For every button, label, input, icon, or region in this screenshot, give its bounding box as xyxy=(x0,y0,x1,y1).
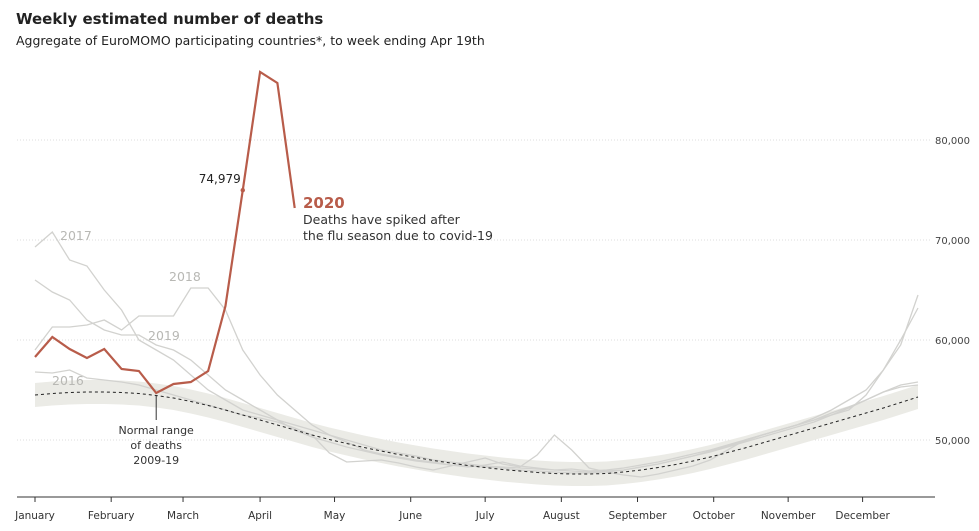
series-label: 2017 xyxy=(60,228,92,243)
series-label: 2019 xyxy=(148,328,180,343)
x-tick-label: April xyxy=(248,510,272,522)
y-tick-label: 70,000 xyxy=(935,236,970,247)
series-line xyxy=(34,70,296,395)
annotation: the flu season due to covid-19 xyxy=(303,228,493,243)
x-tick-label: February xyxy=(88,510,135,522)
range-label: 2009-19 xyxy=(133,454,179,467)
x-tick-label: September xyxy=(608,510,667,522)
chart-subtitle: Aggregate of EuroMOMO participating coun… xyxy=(16,33,485,48)
series-line xyxy=(34,231,919,473)
x-tick-label: June xyxy=(398,510,422,522)
chart-title: Weekly estimated number of deaths xyxy=(16,10,323,28)
x-tick-label: January xyxy=(14,510,55,522)
range-label: of deaths xyxy=(130,439,182,452)
x-tick-label: July xyxy=(475,510,495,522)
y-tick-label: 50,000 xyxy=(935,436,970,447)
series-label: 2016 xyxy=(52,373,84,388)
series-label: 2020 xyxy=(303,194,345,212)
value-label: 74,979 xyxy=(199,172,241,186)
x-tick-label: October xyxy=(693,510,736,522)
range-label: Normal range xyxy=(119,424,195,437)
value-dot xyxy=(240,188,245,193)
y-tick-label: 80,000 xyxy=(935,136,970,147)
x-tick-label: December xyxy=(835,510,890,522)
series-label: 2018 xyxy=(169,269,201,284)
x-tick-label: November xyxy=(761,510,816,522)
x-tick-label: August xyxy=(543,510,580,522)
series-line xyxy=(34,287,919,474)
x-tick-label: March xyxy=(167,510,199,522)
x-tick-label: May xyxy=(324,510,346,522)
annotation: Deaths have spiked after xyxy=(303,212,461,227)
y-tick-label: 60,000 xyxy=(935,336,970,347)
